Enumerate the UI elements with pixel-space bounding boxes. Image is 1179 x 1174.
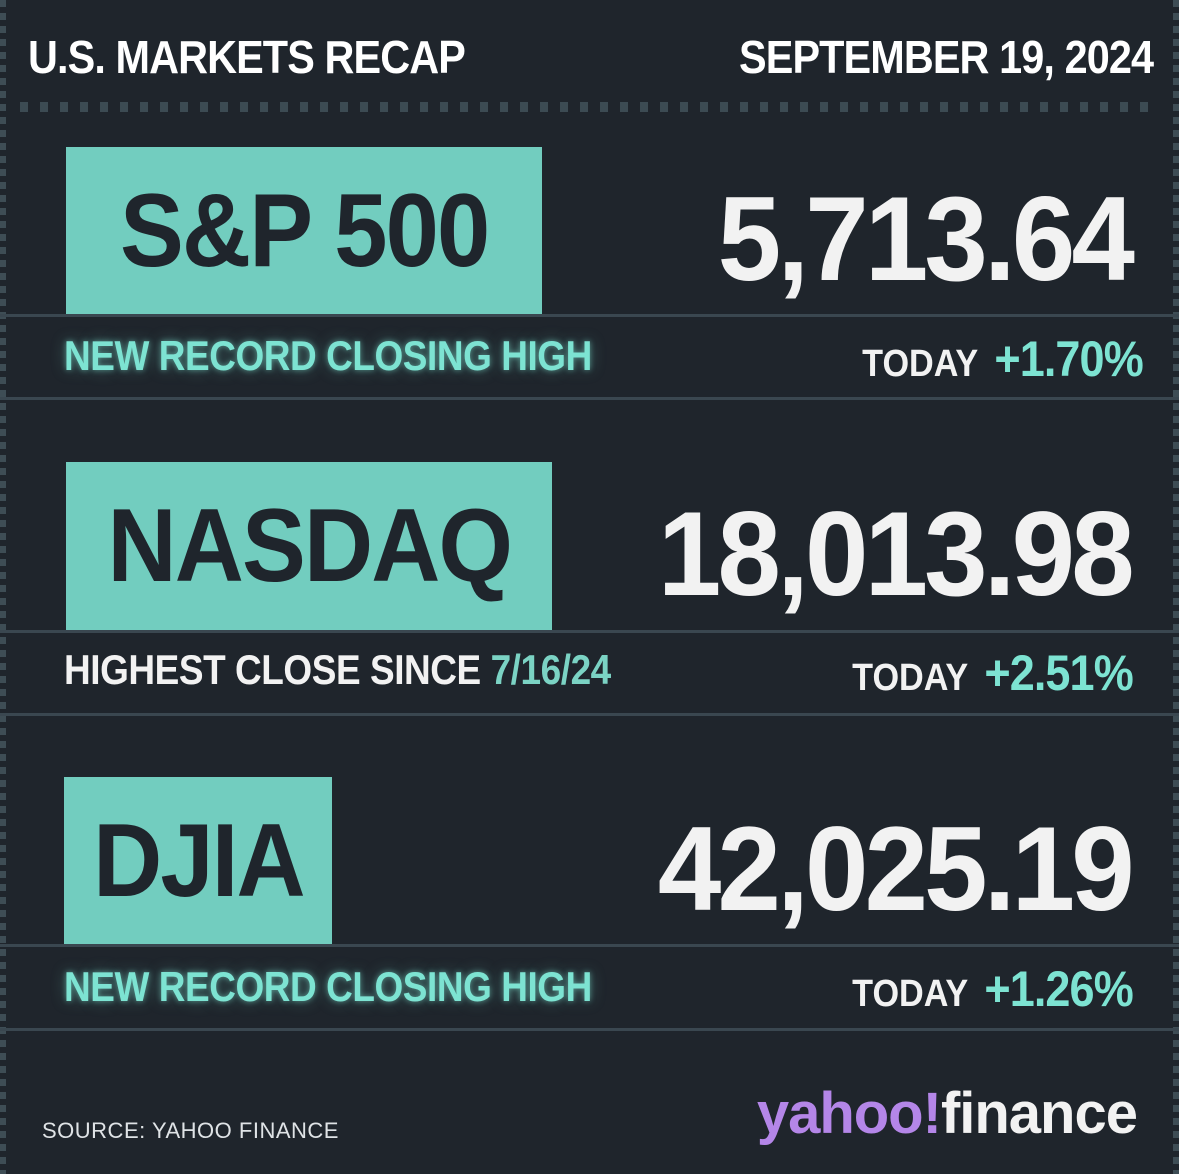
nasdaq-today: TODAY +2.51% — [852, 644, 1134, 702]
sp500-change: +1.70% — [994, 331, 1144, 387]
nasdaq-today-label: TODAY — [852, 657, 969, 699]
source-credit: SOURCE: YAHOO FINANCE — [42, 1118, 339, 1143]
djia-top-rule — [0, 944, 1179, 947]
sp500-label-box: S&P 500 — [66, 147, 542, 315]
djia-change: +1.26% — [984, 961, 1134, 1017]
sp500-today: TODAY +1.70% — [862, 330, 1144, 388]
left-edge-decoration — [0, 0, 6, 1174]
djia-today: TODAY +1.26% — [852, 960, 1134, 1018]
nasdaq-change: +2.51% — [984, 645, 1134, 701]
nasdaq-bottom-rule — [0, 713, 1179, 716]
sp500-name: S&P 500 — [119, 172, 490, 289]
brand-finance-text: finance — [940, 1081, 1138, 1146]
djia-today-label: TODAY — [852, 973, 969, 1015]
recap-date: SEPTEMBER 19, 2024 — [738, 31, 1154, 83]
page-title: U.S. MARKETS RECAP — [28, 31, 466, 83]
brand-yahoo-text: yahoo! — [756, 1081, 942, 1146]
yahoo-finance-logo: yahoo!finance — [756, 1080, 1138, 1147]
sp500-bottom-rule — [0, 397, 1179, 400]
header-divider — [20, 102, 1159, 112]
sp500-top-rule — [0, 314, 1179, 317]
djia-bottom-rule — [0, 1028, 1179, 1031]
sp500-today-label: TODAY — [862, 343, 979, 385]
djia-name: DJIA — [92, 802, 305, 919]
nasdaq-label-box: NASDAQ — [66, 462, 552, 630]
sp500-note: NEW RECORD CLOSING HIGH — [64, 332, 592, 379]
sp500-value: 5,713.64 — [717, 172, 1135, 306]
nasdaq-note-prefix: HIGHEST CLOSE SINCE — [64, 646, 481, 693]
nasdaq-note-date: 7/16/24 — [490, 646, 612, 693]
nasdaq-value: 18,013.98 — [658, 487, 1135, 621]
nasdaq-note: HIGHEST CLOSE SINCE 7/16/24 — [64, 646, 611, 694]
djia-value: 42,025.19 — [658, 802, 1135, 936]
djia-note: NEW RECORD CLOSING HIGH — [64, 963, 592, 1010]
djia-label-box: DJIA — [64, 777, 332, 945]
nasdaq-name: NASDAQ — [107, 487, 512, 604]
nasdaq-top-rule — [0, 630, 1179, 633]
right-edge-decoration — [1173, 0, 1179, 1174]
